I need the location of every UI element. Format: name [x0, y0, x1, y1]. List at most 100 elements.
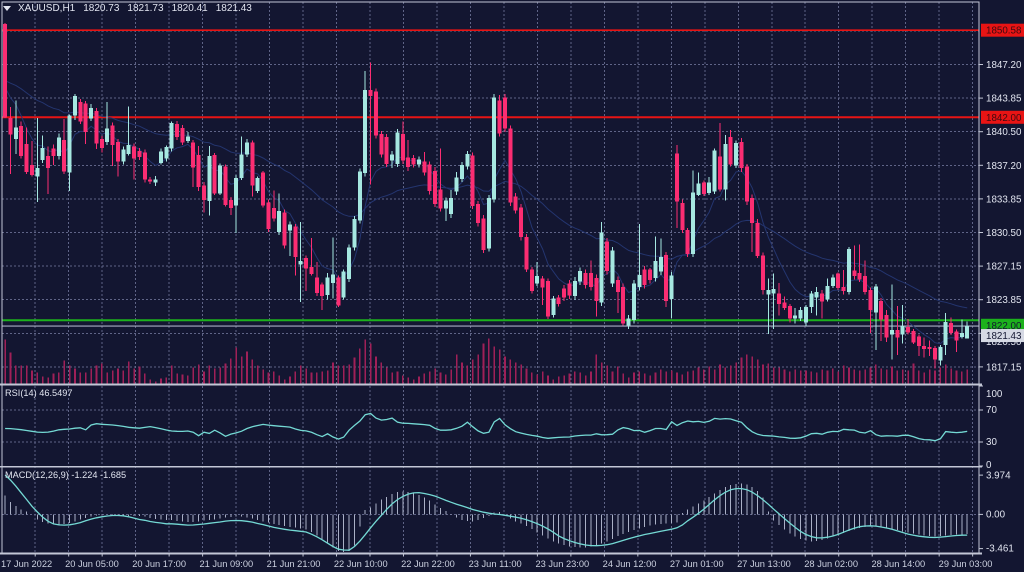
candle-body-bear	[406, 157, 411, 167]
axis-label: 1820.50	[986, 337, 1022, 348]
candle-body-bear	[29, 164, 34, 175]
candle-body-bull	[298, 260, 303, 265]
candle-body-bear	[562, 288, 567, 298]
candle-body-bull	[943, 322, 948, 346]
candle-body-bear	[8, 117, 13, 135]
close-value: 1821.43	[215, 3, 252, 14]
candle-body-bear	[19, 126, 24, 156]
axis-label: 3.974	[986, 471, 1011, 482]
candle-body-bear	[271, 208, 276, 219]
candle-body-bull	[105, 128, 110, 143]
candle-body-bull	[873, 286, 878, 313]
candle-body-bear	[744, 166, 749, 202]
candle-body-bear	[820, 293, 825, 302]
candle-body-bear	[24, 143, 29, 173]
candle-body-bear	[954, 331, 959, 341]
candle-body-bear	[949, 323, 954, 334]
moving-average-line-8	[4, 87, 968, 345]
candle-body-bear	[293, 226, 298, 258]
candle-body-bull	[669, 275, 674, 300]
candle-body-bull	[13, 127, 18, 140]
candle-body-bear	[916, 336, 921, 347]
candle-body-bear	[621, 286, 626, 324]
candle-body-bear	[594, 278, 599, 301]
candle-body-bull	[390, 154, 395, 161]
candle-body-bull	[578, 271, 583, 282]
candle-body-bear	[266, 202, 271, 230]
candle-body-bear	[309, 266, 314, 274]
candles	[3, 22, 970, 369]
axis-label: 1833.85	[986, 194, 1022, 205]
candle-body-bear	[201, 185, 206, 201]
candle-body-bull	[153, 179, 158, 183]
candle-body-bear	[438, 189, 443, 209]
macd-signal-line	[4, 474, 968, 551]
chart-title-bar: XAUUSD,H1 1820.73 1821.73 1820.41 1821.4…	[3, 3, 252, 14]
candle-body-bear	[664, 255, 669, 301]
candle-body-bull	[793, 315, 798, 319]
candle-body-bear	[782, 302, 787, 308]
candle-body-bear	[863, 276, 868, 293]
candle-body-bear	[175, 123, 180, 137]
candle-body-bull	[959, 333, 964, 337]
axis-label: 29 Jun 03:00	[939, 559, 993, 569]
candle-body-bear	[922, 346, 927, 350]
candle-body-bear	[46, 155, 51, 169]
candle-body-bear	[400, 133, 405, 161]
axis-label: 0.00	[986, 509, 1006, 520]
candle-body-bull	[244, 142, 249, 155]
axis-label: 1822.00	[986, 321, 1022, 332]
axis-label: 22 Jun 22:00	[401, 559, 455, 569]
candle-body-bear	[868, 289, 873, 311]
pane-frame	[0, 1, 982, 555]
candle-body-bear	[78, 101, 83, 122]
candle-body-bull	[766, 290, 771, 295]
axis-label: 28 Jun 14:00	[871, 559, 925, 569]
candle-body-bull	[56, 137, 61, 156]
candle-body-bull	[551, 298, 556, 316]
rsi-value: 46.5497	[39, 388, 73, 398]
candle-body-bear	[228, 200, 233, 209]
candle-body-bull	[239, 154, 244, 179]
candle-body-bear	[852, 270, 857, 277]
candle-body-bear	[540, 278, 545, 288]
candle-body-bear	[427, 164, 432, 192]
low-value: 1820.41	[171, 3, 208, 14]
candle-body-bull	[798, 310, 803, 319]
candle-body-bear	[373, 91, 378, 136]
candle-body-bear	[212, 154, 217, 194]
candle-body-bear	[519, 207, 524, 238]
candle-body-bull	[734, 142, 739, 166]
candle-body-bear	[62, 140, 67, 172]
candle-body-bull	[814, 292, 819, 298]
axis-label: 20 Jun 05:00	[65, 559, 119, 569]
candle-body-bull	[572, 280, 577, 297]
candle-body-bull	[352, 219, 357, 248]
candle-body-bear	[250, 142, 255, 186]
axis-label: 1827.15	[986, 262, 1022, 273]
high-value: 1821.73	[127, 3, 164, 14]
axis-label: 1843.85	[986, 94, 1022, 105]
candle-body-bear	[481, 218, 486, 250]
axis-label: 27 Jun 01:00	[670, 559, 724, 569]
candle-body-bull	[443, 200, 448, 209]
candle-body-bull	[341, 271, 346, 298]
candle-body-bear	[384, 136, 389, 164]
candle-body-bear	[411, 158, 416, 165]
candle-body-bear	[567, 283, 572, 296]
axis-label: 1817.15	[986, 362, 1022, 373]
price-badge-1822.00: 1822.00	[981, 318, 1024, 332]
candle-body-bull	[965, 326, 970, 339]
candle-body-bull	[72, 95, 77, 116]
axis-label: 24 Jun 12:00	[603, 559, 657, 569]
collapse-triangle-icon[interactable]	[3, 6, 11, 11]
candle-body-bear	[320, 284, 325, 296]
price-badge-1850.58: 1850.58	[981, 23, 1024, 37]
candle-body-bear	[132, 146, 137, 159]
candle-body-bear	[932, 348, 937, 360]
candle-body-bull	[169, 122, 174, 149]
candle-body-bear	[545, 280, 550, 317]
price-badge-1842.00: 1842.00	[981, 110, 1024, 124]
candle-body-bull	[691, 192, 696, 255]
